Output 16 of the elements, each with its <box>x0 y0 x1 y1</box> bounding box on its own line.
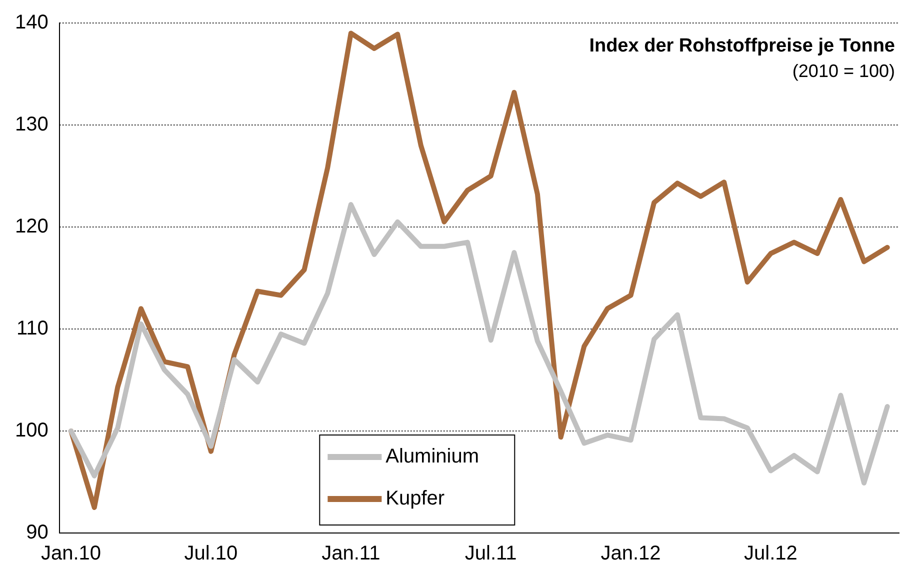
x-tick-label: Jan.12 <box>600 542 661 565</box>
text: (2010 = 100) <box>792 60 895 81</box>
y-tick-label: 110 <box>16 318 48 340</box>
x-tick-label: Jul.12 <box>744 542 798 565</box>
y-tick-label: 140 <box>14 12 48 34</box>
x-tick-label: Jan.10 <box>41 542 102 565</box>
y-tick-label: 130 <box>14 114 48 136</box>
y-tick-label: 120 <box>14 216 48 238</box>
text: Index der Rohstoffpreise je Tonne <box>589 36 895 57</box>
x-tick-label: Jan.11 <box>322 542 380 565</box>
y-tick-label: 90 <box>26 522 48 544</box>
legend-label: Aluminium <box>386 446 480 468</box>
y-tick-label: 100 <box>14 420 48 442</box>
x-tick-label: Jul.10 <box>184 542 238 565</box>
legend-label: Kupfer <box>386 488 445 510</box>
x-tick-label: Jul.11 <box>464 542 517 565</box>
